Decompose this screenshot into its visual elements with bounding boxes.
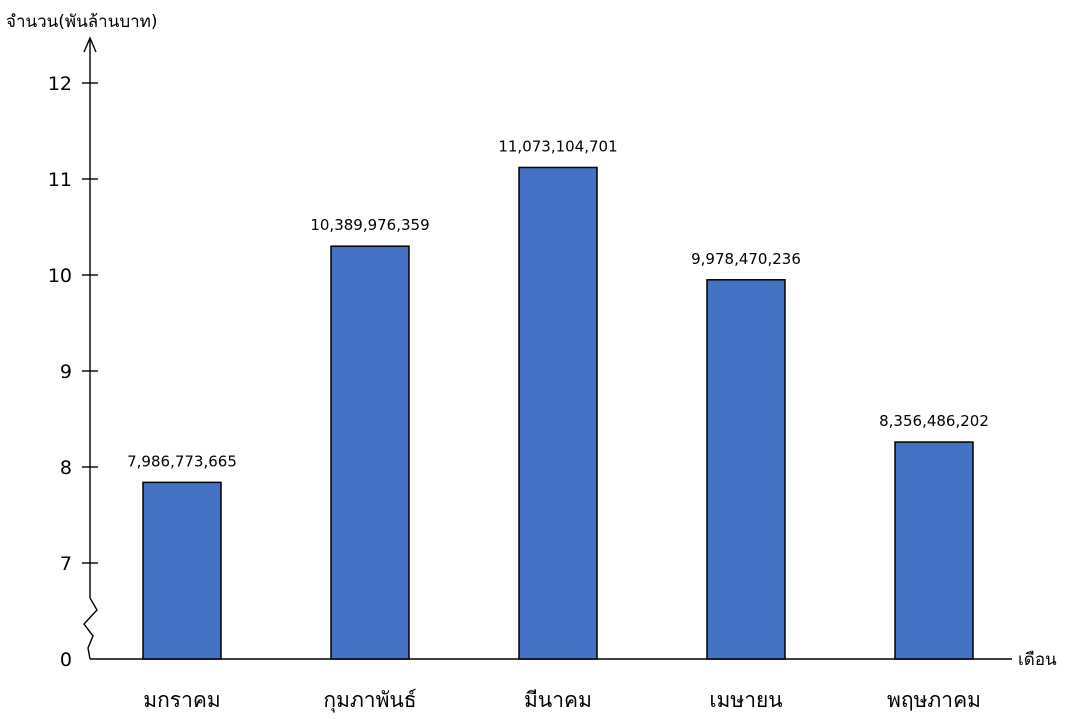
bar	[706, 279, 786, 660]
y-tick-label: 8	[60, 457, 72, 479]
y-tick-label: 12	[48, 73, 72, 95]
axes: จำนวน(พันล้านบาท) เดือน	[6, 12, 1057, 670]
data-label: 9,978,470,236	[691, 250, 801, 268]
axis-break-icon	[83, 597, 98, 660]
bar	[518, 166, 598, 660]
bar	[330, 245, 410, 660]
y-tick-label: 7	[60, 553, 72, 575]
y-tick-label: 9	[60, 361, 72, 383]
category-label: เมษายน	[709, 688, 782, 712]
y-tick-label: 0	[60, 649, 72, 671]
category-label: กุมภาพันธ์	[323, 688, 416, 713]
y-axis-arrow	[83, 36, 97, 53]
y-tick-label: 10	[48, 265, 72, 287]
category-label: มกราคม	[143, 688, 221, 712]
category-label: มีนาคม	[524, 688, 592, 712]
data-labels: 7,986,773,665 10,389,976,359 11,073,104,70…	[127, 137, 989, 470]
x-axis-title: เดือน	[1018, 650, 1057, 670]
data-label: 8,356,486,202	[879, 412, 989, 430]
bar	[894, 441, 974, 660]
data-label: 7,986,773,665	[127, 452, 237, 470]
bars	[142, 166, 974, 660]
data-label: 10,389,976,359	[310, 216, 429, 234]
y-ticks: 0 7 8 9 10 11 12	[48, 73, 98, 671]
category-labels: มกราคม กุมภาพันธ์ มีนาคม เมษายน พฤษภาคม	[143, 688, 981, 713]
bar	[142, 481, 222, 660]
data-label: 11,073,104,701	[498, 137, 617, 155]
y-axis-title: จำนวน(พันล้านบาท)	[6, 12, 158, 32]
category-label: พฤษภาคม	[887, 688, 981, 712]
y-tick-label: 11	[48, 169, 72, 191]
